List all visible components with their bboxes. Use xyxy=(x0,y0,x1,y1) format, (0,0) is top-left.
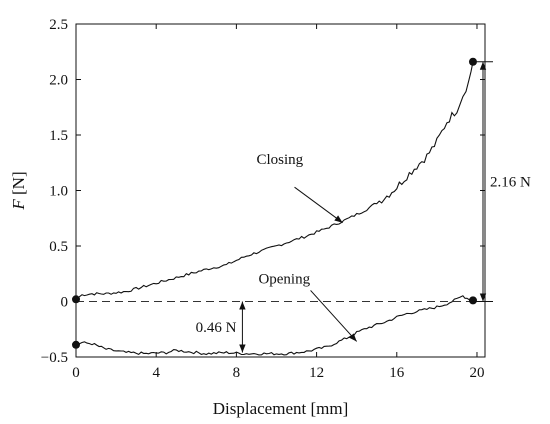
gap-arrowhead-a xyxy=(239,301,246,310)
y-tick-labels: −0.5 0 0.5 1.0 1.5 2.0 2.5 xyxy=(41,17,68,366)
x-tick-marks xyxy=(75,24,478,357)
data-marker-3 xyxy=(468,296,477,305)
x-tick-label: 12 xyxy=(309,365,324,381)
x-tick-label: 0 xyxy=(72,365,80,381)
y-tick-label: 2.5 xyxy=(49,17,68,33)
y-tick-label: 0 xyxy=(61,295,69,311)
data-marker-2 xyxy=(468,57,477,66)
closing-label: Closing xyxy=(256,152,303,168)
y-tick-marks xyxy=(76,23,485,358)
y-tick-label: 1.5 xyxy=(49,128,68,144)
y-axis-label: F [N] xyxy=(9,171,28,210)
gap-label: 0.46 N xyxy=(196,320,237,336)
y-tick-label: 0.5 xyxy=(49,239,68,255)
y-tick-label: 1.0 xyxy=(49,184,68,200)
plot-frame xyxy=(75,23,486,358)
annotations-group: Closing Opening 0.46 N 2.16 N xyxy=(196,61,531,353)
closing-arrow-line xyxy=(294,186,343,224)
x-tick-label: 16 xyxy=(389,365,405,381)
opening-arrowhead xyxy=(348,333,357,342)
x-axis-label: Displacement [mm] xyxy=(213,399,349,418)
closing-arrowhead xyxy=(334,215,343,223)
x-tick-label: 4 xyxy=(152,365,160,381)
x-tick-label: 8 xyxy=(233,365,241,381)
y-axis-label-symbol: F xyxy=(9,199,28,211)
series-line-closing xyxy=(75,61,474,300)
series-group xyxy=(75,61,474,356)
y-axis-label-unit: [N] xyxy=(9,171,28,199)
peak-label: 2.16 N xyxy=(490,175,531,191)
y-tick-label: −0.5 xyxy=(41,350,68,366)
x-tick-label: 20 xyxy=(469,365,484,381)
opening-label: Opening xyxy=(258,272,310,288)
y-tick-label: 2.0 xyxy=(49,73,68,89)
series-line-opening xyxy=(75,295,474,356)
x-tick-labels: 0 4 8 12 16 20 xyxy=(72,365,484,381)
markers-group xyxy=(72,57,477,349)
gap-arrowhead-b xyxy=(239,344,246,353)
opening-arrow-line xyxy=(310,290,358,342)
